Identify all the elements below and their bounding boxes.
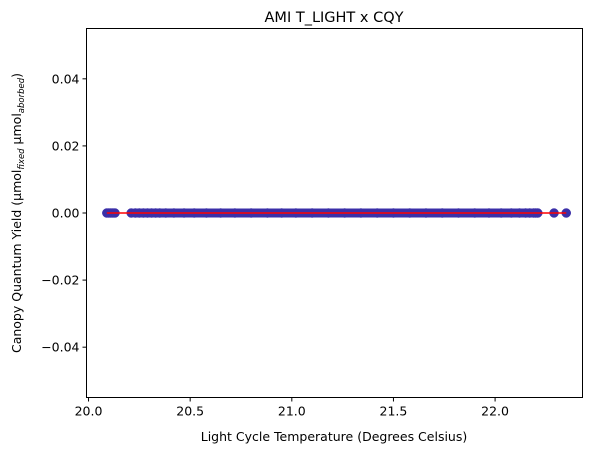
y-tick-label-4: −0.04 <box>41 340 79 355</box>
y-axis-ticks: 0.04 0.02 0.00 −0.02 −0.04 <box>41 71 86 354</box>
chart-title: AMI T_LIGHT x CQY <box>265 10 404 26</box>
x-tick-label-0: 20.0 <box>75 404 103 419</box>
x-tick-label-3: 21.5 <box>380 404 408 419</box>
y-axis-label-sub-aborbed: aborbed <box>17 77 27 113</box>
y-axis-label-base: Canopy Quantum Yield (μmol <box>9 170 24 353</box>
x-axis-ticks: 20.0 20.5 21.0 21.5 22.0 <box>75 398 509 419</box>
x-axis-label: Light Cycle Temperature (Degrees Celsius… <box>201 429 468 444</box>
y-tick-label-3: −0.02 <box>41 273 79 288</box>
y-tick-label-1: 0.02 <box>52 138 80 153</box>
y-axis-label: Canopy Quantum Yield (μmolfixed μmolabor… <box>9 73 27 353</box>
x-tick-label-2: 21.0 <box>278 404 306 419</box>
x-tick-label-4: 22.0 <box>481 404 509 419</box>
y-tick-label-2: 0.00 <box>52 206 80 221</box>
y-axis-label-end: ) <box>9 73 24 78</box>
y-axis-label-sub-fixed: fixed <box>17 148 27 170</box>
y-tick-label-0: 0.04 <box>52 71 80 86</box>
x-tick-label-1: 20.5 <box>176 404 204 419</box>
y-axis-label-mid: μmol <box>9 113 24 148</box>
